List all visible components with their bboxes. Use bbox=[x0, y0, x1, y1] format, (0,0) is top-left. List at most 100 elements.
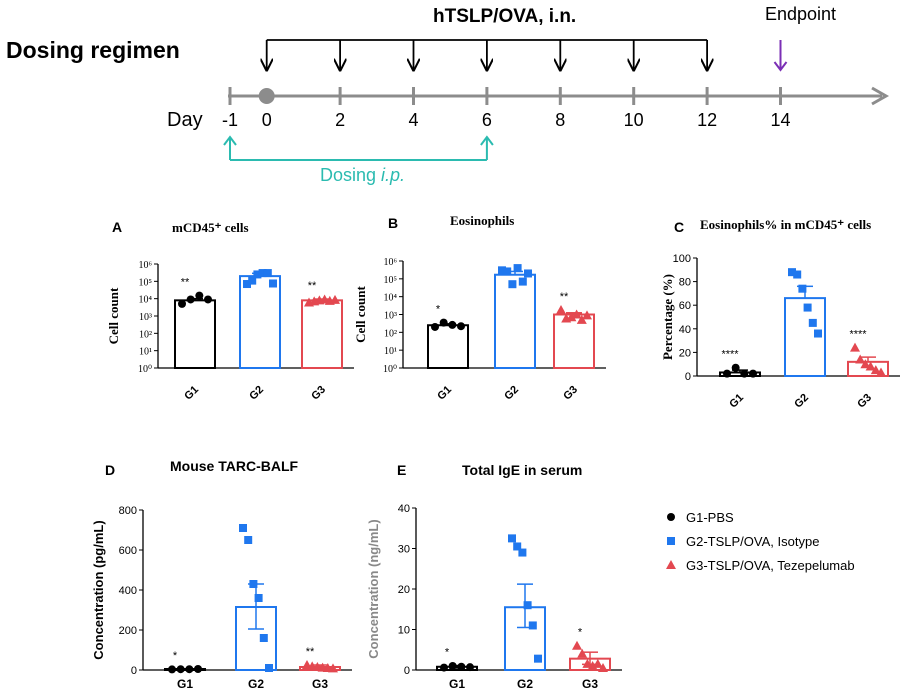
y-tick-label: 20 bbox=[679, 347, 691, 359]
data-point bbox=[518, 277, 527, 286]
data-point bbox=[798, 284, 807, 293]
y-tick-label: 20 bbox=[398, 584, 410, 596]
y-tick-label: 100 bbox=[673, 253, 691, 265]
x-tick-label: G3 bbox=[312, 677, 328, 691]
panel-e: E Total IgE in serum Concentration (ng/mL)… bbox=[366, 462, 622, 691]
data-point bbox=[803, 303, 812, 312]
y-tick-label: 60 bbox=[679, 300, 691, 312]
x-tick-label: G2 bbox=[517, 677, 533, 691]
panel-c: C Eosinophils% in mCD45⁺ cells Percentage … bbox=[660, 217, 900, 411]
y-tick-label: 400 bbox=[119, 585, 137, 597]
x-tick-label: G3 bbox=[561, 384, 580, 403]
y-tick-label: 10⁶ bbox=[384, 257, 398, 268]
bar-g3 bbox=[301, 299, 343, 369]
data-point bbox=[239, 524, 247, 532]
day-tick-label: 12 bbox=[697, 110, 717, 130]
y-tick-label: 80 bbox=[679, 277, 691, 289]
legend-item: G1-PBS bbox=[667, 510, 734, 525]
panel-title: Total IgE in serum bbox=[462, 462, 582, 478]
timeline: -1 0 2 4 6 8 10 12 14 bbox=[222, 39, 890, 161]
data-point bbox=[865, 361, 876, 371]
x-tick-label: G1 bbox=[182, 384, 201, 403]
data-point bbox=[466, 663, 474, 672]
y-axis-label: Concentration (pg/mL) bbox=[91, 520, 106, 659]
data-point bbox=[440, 663, 448, 672]
y-tick-label: 10² bbox=[139, 329, 152, 340]
data-point bbox=[524, 269, 532, 278]
y-tick-label: 0 bbox=[404, 665, 410, 677]
legend-label: G1-PBS bbox=[686, 510, 734, 525]
data-point bbox=[731, 363, 740, 372]
x-tick-label: G1 bbox=[177, 677, 193, 691]
bar-g2 bbox=[494, 273, 536, 369]
y-tick-label: 10 bbox=[398, 625, 410, 637]
significance-label: ** bbox=[308, 280, 317, 292]
bar-g3 bbox=[553, 313, 595, 369]
y-tick-label: 600 bbox=[119, 545, 137, 557]
day-tick-label: 10 bbox=[624, 110, 644, 130]
data-point bbox=[263, 269, 272, 278]
data-point bbox=[556, 304, 566, 314]
data-point bbox=[431, 322, 439, 331]
data-point bbox=[439, 318, 448, 327]
data-point bbox=[508, 280, 517, 289]
y-tick-label: 10⁰ bbox=[383, 364, 397, 375]
data-point bbox=[667, 513, 675, 521]
data-point bbox=[793, 270, 802, 279]
x-tick-label: G3 bbox=[309, 384, 328, 403]
bar-g2 bbox=[239, 275, 281, 369]
data-point bbox=[788, 268, 796, 277]
panel-d: D Mouse TARC-BALF Concentration (pg/mL) 0 20… bbox=[91, 458, 352, 691]
data-point bbox=[855, 354, 866, 364]
ip-arrowhead bbox=[223, 135, 237, 146]
data-point bbox=[534, 654, 542, 663]
day-tick-label: 14 bbox=[770, 110, 790, 130]
data-point bbox=[592, 658, 603, 668]
endpoint-arrowhead bbox=[773, 61, 788, 72]
x-tick-label: G1 bbox=[449, 677, 465, 691]
x-tick-label: G2 bbox=[792, 392, 811, 411]
legend-label: G3-TSLP/OVA, Tezepelumab bbox=[686, 558, 855, 573]
y-axis-label: Cell count bbox=[106, 287, 121, 344]
panel-title: Eosinophils% in mCD45⁺ cells bbox=[700, 217, 871, 232]
data-point bbox=[498, 266, 506, 275]
significance-label: ** bbox=[181, 277, 190, 289]
y-tick-label: 10³ bbox=[139, 312, 152, 323]
legend-item: G2-TSLP/OVA, Isotype bbox=[667, 534, 819, 549]
endpoint-label: Endpoint bbox=[765, 4, 836, 24]
data-point bbox=[168, 665, 176, 674]
y-tick-label: 0 bbox=[685, 371, 691, 383]
data-point bbox=[194, 665, 202, 673]
panel-title: Mouse TARC-BALF bbox=[170, 458, 299, 474]
significance-label: * bbox=[173, 650, 178, 662]
y-tick-label: 40 bbox=[398, 503, 410, 515]
y-tick-label: 10⁴ bbox=[384, 293, 398, 304]
x-tick-label: G2 bbox=[247, 384, 266, 403]
data-point bbox=[513, 542, 522, 551]
significance-label: ** bbox=[306, 646, 315, 658]
data-point bbox=[503, 267, 512, 276]
bar-g1 bbox=[427, 324, 469, 369]
data-point bbox=[667, 537, 675, 545]
data-point bbox=[258, 269, 267, 278]
data-point bbox=[513, 264, 522, 273]
panel-title: Eosinophils bbox=[450, 213, 514, 228]
data-point bbox=[523, 601, 532, 610]
data-point bbox=[582, 658, 593, 668]
day-tick-label: 4 bbox=[408, 110, 418, 130]
significance-label: * bbox=[445, 647, 450, 659]
data-point bbox=[457, 662, 466, 671]
inl-label: hTSLP/OVA, i.n. bbox=[433, 6, 576, 27]
y-axis-label: Percentage (%) bbox=[660, 274, 675, 360]
data-point bbox=[204, 295, 212, 304]
data-point bbox=[254, 594, 263, 602]
data-point bbox=[259, 634, 268, 642]
significance-label: ** bbox=[560, 291, 569, 303]
x-tick-label: G1 bbox=[727, 392, 746, 411]
legend-label: G2-TSLP/OVA, Isotype bbox=[686, 534, 819, 549]
data-point bbox=[448, 661, 457, 670]
ip-bracket bbox=[229, 137, 488, 161]
data-point bbox=[448, 320, 457, 329]
x-tick-label: G3 bbox=[582, 677, 598, 691]
